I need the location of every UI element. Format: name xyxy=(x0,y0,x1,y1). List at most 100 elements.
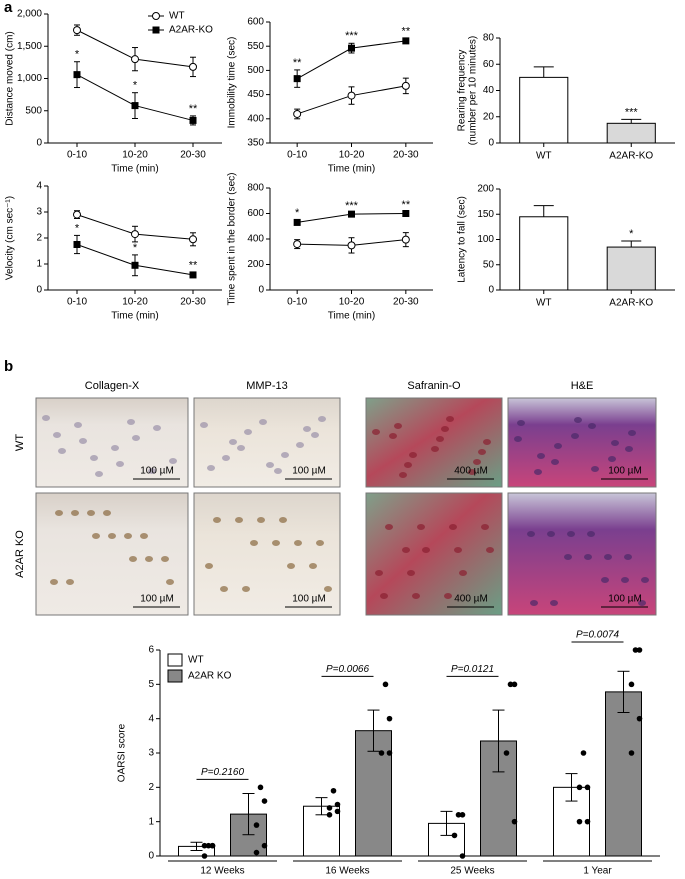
y-tick-label: 3 xyxy=(148,748,154,759)
cell xyxy=(242,586,250,592)
data-point xyxy=(326,812,333,818)
y-axis-label: Latency to fall (sec) xyxy=(457,196,468,283)
row-label: WT xyxy=(14,434,26,451)
y-tick-label: 200 xyxy=(247,259,264,270)
x-tick-label: A2AR-KO xyxy=(609,151,653,162)
cell xyxy=(431,446,439,452)
cell xyxy=(417,524,425,530)
data-point xyxy=(261,842,268,849)
y-axis-label: Time spent in the border (sec) xyxy=(227,172,238,305)
cell xyxy=(551,459,559,465)
x-tick-label: WT xyxy=(536,151,552,162)
cell xyxy=(200,422,208,428)
cell xyxy=(103,510,111,516)
cell xyxy=(625,446,633,452)
data-point xyxy=(451,832,458,839)
significance: *** xyxy=(345,200,359,212)
cell xyxy=(547,531,555,537)
marker xyxy=(131,102,139,110)
cell xyxy=(294,540,302,546)
y-axis-label: Immobility time (sec) xyxy=(227,37,238,129)
cell xyxy=(259,419,267,425)
cell xyxy=(124,533,132,539)
cell xyxy=(537,453,545,459)
y-tick-label: 200 xyxy=(477,184,494,195)
cell xyxy=(50,579,58,585)
bar xyxy=(606,122,656,144)
cell xyxy=(318,416,326,422)
cell xyxy=(530,600,538,606)
cell xyxy=(422,547,430,553)
column-label: Collagen-X xyxy=(85,380,140,392)
cell xyxy=(324,586,332,592)
micrograph xyxy=(507,397,657,488)
marker xyxy=(152,26,160,34)
significance: ** xyxy=(189,103,198,115)
cell xyxy=(567,531,575,537)
x-axis-label: Time (min) xyxy=(111,164,158,175)
cell xyxy=(449,524,457,530)
data-point xyxy=(632,647,639,653)
x-tick-label: 10-20 xyxy=(122,297,148,308)
data-point xyxy=(378,750,385,756)
x-tick-label: 12 Weeks xyxy=(200,866,244,877)
x-tick-label: 20-30 xyxy=(180,297,206,308)
significance: *** xyxy=(625,106,639,118)
data-point xyxy=(201,853,208,859)
marker xyxy=(73,71,81,79)
x-tick-label: 10-20 xyxy=(122,150,148,161)
y-tick-label: 600 xyxy=(247,208,264,219)
data-point xyxy=(628,681,635,688)
cell xyxy=(478,449,486,455)
marker xyxy=(401,81,410,90)
row-label: A2AR KO xyxy=(14,530,26,578)
y-tick-label: 2,000 xyxy=(17,9,42,20)
y-tick-label: 0 xyxy=(148,851,154,862)
marker xyxy=(347,91,356,100)
legend-label: WT xyxy=(188,655,204,666)
cell xyxy=(169,458,177,464)
data-point xyxy=(511,681,518,688)
y-tick-label: 5 xyxy=(148,679,154,690)
y-axis-label: Rearing frequency xyxy=(457,50,468,132)
y-tick-label: 450 xyxy=(247,89,264,100)
cell xyxy=(550,600,558,606)
micrograph xyxy=(193,397,341,488)
cell xyxy=(309,563,317,569)
cell xyxy=(287,563,295,569)
cell xyxy=(481,524,489,530)
y-axis-label: OARSI score xyxy=(117,723,128,782)
cell xyxy=(229,439,237,445)
cell xyxy=(591,466,599,472)
significance: ** xyxy=(402,199,411,211)
micrograph xyxy=(193,492,341,616)
cell xyxy=(385,524,393,530)
data-point xyxy=(584,818,591,825)
y-tick-label: 400 xyxy=(247,234,264,245)
cell xyxy=(279,517,287,523)
y-tick-label: 0 xyxy=(258,285,264,296)
marker xyxy=(189,235,197,244)
x-tick-label: 20-30 xyxy=(393,297,419,308)
data-point xyxy=(334,808,341,815)
y-tick-label: 0 xyxy=(488,285,494,296)
y-tick-label: 1 xyxy=(36,259,42,270)
significance: * xyxy=(295,207,300,219)
cell xyxy=(316,540,324,546)
cell xyxy=(483,439,491,445)
x-tick-label: 25 Weeks xyxy=(450,866,494,877)
cell xyxy=(111,445,119,451)
y-tick-label: 0 xyxy=(36,138,42,149)
x-tick-label: WT xyxy=(536,298,552,309)
data-point xyxy=(205,842,212,849)
cell xyxy=(402,547,410,553)
y-tick-label: 50 xyxy=(483,259,495,270)
data-point xyxy=(253,849,260,856)
cell xyxy=(628,430,636,436)
cell xyxy=(574,417,582,423)
y-tick-label: 350 xyxy=(247,138,264,149)
cell xyxy=(166,579,174,585)
y-tick-label: 2 xyxy=(148,782,154,793)
cell xyxy=(74,422,82,428)
data-point xyxy=(636,715,643,722)
